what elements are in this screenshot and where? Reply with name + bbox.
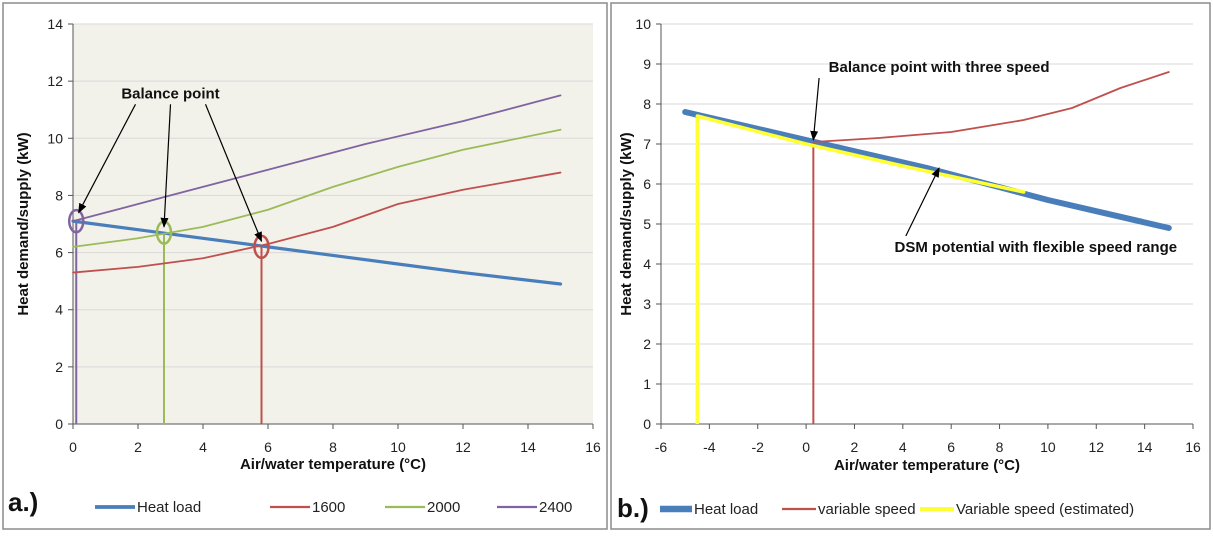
y-tick-label-1: 1 — [643, 376, 651, 392]
x-tick-label-4: 4 — [199, 439, 207, 455]
y-tick-label-2: 2 — [643, 336, 651, 352]
x-tick-label-4: 4 — [899, 439, 907, 455]
x-tick-label-8: 8 — [329, 439, 337, 455]
annotation-arrow-1 — [160, 104, 172, 228]
legend-label-2400: 2400 — [539, 499, 572, 516]
annotation-arrow-1 — [905, 167, 940, 237]
panel-b-ylabel: Heat demand/supply (kW) — [618, 132, 635, 315]
y-tick-label-10: 10 — [47, 130, 63, 146]
panel-a-ticks: 0 2 4 6 8 10 12 14 0 2 4 6 8 10 12 14 16 — [47, 16, 601, 455]
panel-a-grid — [73, 23, 593, 368]
x-tick-label-0: 0 — [802, 439, 810, 455]
y-tick-label-14: 14 — [47, 16, 63, 32]
x-tick-label-6: 6 — [947, 439, 955, 455]
x-tick-label-16: 16 — [585, 439, 601, 455]
x-tick-label-2: -2 — [752, 439, 765, 455]
x-tick-label-2: 2 — [134, 439, 142, 455]
y-tick-label-8: 8 — [643, 96, 651, 112]
y-tick-label-4: 4 — [643, 256, 651, 272]
panel-b-grid — [661, 23, 1193, 385]
panel-a-label: a.) — [8, 487, 38, 517]
x-tick-label-8: 8 — [996, 439, 1004, 455]
series-line-heat-load — [682, 109, 1172, 231]
annotation-dsm-potential-with-flexible-speed-range: DSM potential with flexible speed range — [895, 239, 1178, 256]
panel-b-series — [682, 71, 1172, 424]
balance-marker-0 — [68, 208, 85, 234]
legend-label-heat-load: Heat load — [694, 501, 758, 518]
panel-b-xlabel: Air/water temperature (°C) — [834, 457, 1020, 474]
series-line-2400 — [72, 94, 562, 223]
y-tick-label-0: 0 — [643, 416, 651, 432]
panel-b-annotations: Balance point with three speed DSM potent… — [810, 59, 1178, 256]
legend-label-heat-load: Heat load — [137, 499, 201, 516]
y-tick-label-12: 12 — [47, 73, 63, 89]
x-tick-label-4: -4 — [703, 439, 716, 455]
annotation-balance-point: Balance point — [121, 85, 219, 102]
y-tick-label-5: 5 — [643, 216, 651, 232]
y-tick-label-3: 3 — [643, 296, 651, 312]
y-tick-label-7: 7 — [643, 136, 651, 152]
legend-label-1600: 1600 — [312, 499, 345, 516]
y-tick-label-8: 8 — [55, 187, 63, 203]
y-tick-label-6: 6 — [55, 245, 63, 261]
annotation-arrow-0 — [78, 104, 137, 214]
panel-a-series — [68, 94, 563, 424]
panel-b-label: b.) — [617, 493, 649, 523]
x-tick-label-12: 12 — [455, 439, 471, 455]
y-tick-label-2: 2 — [55, 359, 63, 375]
x-tick-label-6: -6 — [655, 439, 668, 455]
x-tick-label-16: 16 — [1185, 439, 1201, 455]
series-line-1600 — [72, 171, 562, 274]
x-tick-label-14: 14 — [1137, 439, 1153, 455]
annotation-arrow-2 — [204, 104, 263, 243]
x-tick-label-12: 12 — [1088, 439, 1104, 455]
series-line-heat-load — [71, 219, 563, 286]
x-tick-label-2: 2 — [851, 439, 859, 455]
legend-label-variable-speed: variable speed — [818, 501, 916, 518]
legend-label-2000: 2000 — [427, 499, 460, 516]
x-tick-label-10: 10 — [1040, 439, 1056, 455]
series-line-variable-speed-estimated — [695, 114, 1026, 194]
panel-a-xlabel: Air/water temperature (°C) — [240, 456, 426, 473]
y-tick-label-0: 0 — [55, 416, 63, 432]
x-tick-label-10: 10 — [390, 439, 406, 455]
panel-a: 0 2 4 6 8 10 12 14 0 2 4 6 8 10 12 14 16 Balance point H… — [2, 2, 608, 530]
y-tick-label-10: 10 — [635, 16, 651, 32]
panel-b-legend: Heat load variable speed Variable speed (e… — [660, 501, 1134, 518]
y-tick-label-9: 9 — [643, 56, 651, 72]
y-tick-label-4: 4 — [55, 302, 63, 318]
panel-a-ylabel: Heat demand/supply (kW) — [15, 132, 32, 315]
x-tick-label-6: 6 — [264, 439, 272, 455]
panel-a-legend: Heat load 1600 2000 2400 — [95, 499, 572, 516]
series-line-variable-speed — [812, 71, 1170, 143]
panel-a-annotations: Balance point — [78, 85, 263, 243]
series-line-2000 — [72, 128, 562, 248]
annotation-arrow-0 — [810, 77, 820, 141]
y-tick-label-6: 6 — [643, 176, 651, 192]
annotation-balance-point-with-three-speed: Balance point with three speed — [829, 59, 1050, 76]
x-tick-label-0: 0 — [69, 439, 77, 455]
legend-label-variable-speed-estimated: Variable speed (estimated) — [956, 501, 1134, 518]
x-tick-label-14: 14 — [520, 439, 536, 455]
panel-a-plot-area — [73, 24, 593, 424]
